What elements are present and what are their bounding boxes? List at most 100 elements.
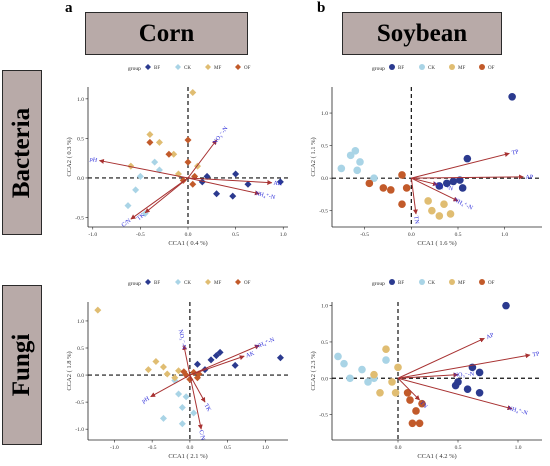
env-vector-label: NO₃⁻-N (177, 329, 187, 351)
legend-label: OF (488, 281, 495, 286)
data-point-ck (351, 147, 360, 155)
legend-marker (389, 279, 395, 285)
data-point-bf (229, 192, 237, 200)
data-point-mf (127, 162, 135, 170)
legend-label: MF (458, 281, 465, 286)
legend-item-mf: MF (205, 64, 221, 71)
data-point-mf (144, 366, 152, 374)
x-tick-label: 0.0 (185, 232, 192, 238)
legend-marker (419, 279, 425, 285)
data-point-of (189, 180, 197, 188)
legend-label: CK (184, 281, 191, 286)
legend-marker (205, 279, 211, 285)
legend: group BF CK MF OF (128, 279, 251, 287)
env-vector-arrow (397, 377, 513, 411)
data-point-of (402, 184, 411, 192)
column-header-soybean: Soybean (342, 12, 502, 55)
y-tick-label: -0.5 (319, 413, 328, 419)
data-point-ck (178, 420, 186, 428)
data-point-ck (353, 166, 361, 175)
data-point-bf (456, 176, 464, 184)
x-tick-label: 1.0 (501, 232, 508, 238)
y-tick-label: 1.0 (77, 319, 84, 325)
env-vector: TP (411, 149, 520, 179)
x-tick-label: 0.5 (455, 445, 462, 451)
env-vector: C/N (189, 374, 205, 441)
legend-marker (175, 279, 181, 285)
env-vector-arrow (144, 177, 189, 214)
env-vector: NH₄⁺-N (189, 337, 276, 376)
env-vector: AK (189, 351, 256, 376)
data-point-ck (136, 172, 144, 180)
data-point-of (180, 368, 188, 376)
data-point-of (418, 399, 426, 408)
env-vector: pH (141, 374, 191, 405)
legend-label: MF (214, 66, 221, 71)
legend-marker (389, 64, 395, 70)
data-point-ck (340, 359, 348, 368)
data-point-bf (216, 348, 224, 356)
legend: group BF CK MF OF (372, 279, 495, 287)
data-point-of (191, 172, 199, 180)
data-point-bf (508, 92, 516, 101)
x-tick-label: 0.0 (186, 445, 193, 451)
legend-label: CK (184, 66, 191, 71)
data-point-of (403, 388, 412, 397)
data-point-ck (178, 404, 186, 412)
env-vector-arrow (189, 344, 260, 376)
data-point-mf (391, 388, 400, 397)
data-point-ck (382, 356, 390, 364)
data-point-mf (370, 370, 378, 379)
legend-item-bf: BF (145, 279, 160, 286)
legend-marker (449, 279, 455, 285)
legend-marker (175, 64, 181, 70)
env-vector: TN (397, 377, 429, 410)
legend-label: OF (244, 281, 251, 286)
legend-marker (235, 64, 241, 70)
y-tick-label: 0.5 (321, 144, 328, 150)
env-vector-label: TK (202, 403, 211, 413)
legend-marker (479, 64, 485, 70)
legend-marker (449, 64, 455, 70)
y-tick-label: 0.0 (321, 376, 328, 382)
y-tick-label: -0.5 (319, 209, 328, 215)
data-point-mf (170, 150, 178, 158)
legend-marker (235, 279, 241, 285)
env-vector-arrow (187, 177, 273, 185)
data-point-ck (175, 390, 183, 398)
data-point-bf (502, 301, 510, 310)
env-vector-label: TK (136, 212, 147, 222)
row-header-fungi: Fungi (2, 285, 42, 445)
data-point-ck (334, 352, 342, 361)
row-header-bacteria-label: Bacteria (8, 107, 35, 198)
column-header-corn: Corn (85, 12, 248, 55)
data-point-mf (94, 306, 102, 314)
data-point-ck (337, 164, 346, 173)
y-axis-label: CCA2 ( 0.3 %) (66, 137, 73, 176)
env-vector-arrow (411, 177, 459, 202)
env-vector-arrow (411, 174, 524, 180)
data-point-bf (463, 385, 472, 393)
env-vector: TK (189, 374, 212, 413)
data-point-mf (376, 388, 384, 397)
data-point-ck (190, 409, 198, 417)
data-point-bf (207, 356, 215, 364)
y-tick-label: 1.0 (321, 111, 328, 117)
data-point-mf (155, 138, 163, 146)
x-tick-label: -0.5 (136, 232, 145, 238)
data-point-bf (449, 177, 458, 186)
y-tick-label: -1.0 (75, 427, 84, 433)
legend-marker (419, 64, 425, 70)
data-point-of (146, 138, 154, 146)
x-tick-label: 1.0 (262, 445, 269, 451)
env-vector-label: NH₄⁺-N (255, 191, 277, 201)
panel-label-b: b (317, 0, 326, 16)
legend-title: group (128, 66, 141, 72)
data-point-ck (370, 174, 378, 182)
legend-label: OF (244, 66, 251, 71)
x-tick-label: 0.0 (408, 232, 415, 238)
env-vector-arrow (150, 374, 191, 398)
legend-item-of: OF (235, 279, 251, 286)
data-point-of (406, 396, 414, 404)
y-tick-label: 1.0 (321, 304, 328, 310)
